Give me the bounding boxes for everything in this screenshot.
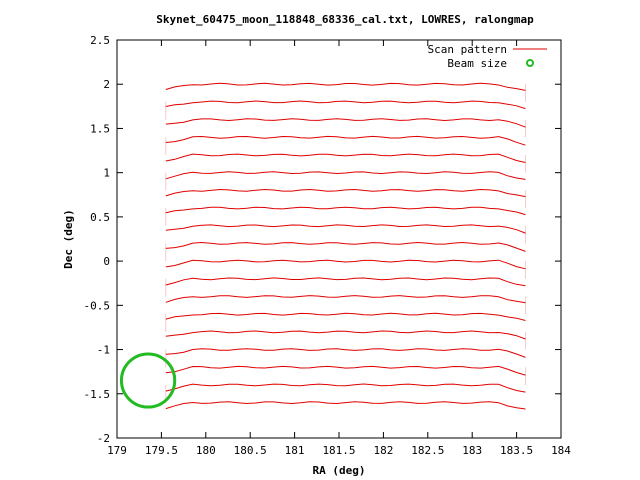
scan-row-line: [165, 312, 526, 321]
y-tick-label: -2: [97, 432, 110, 445]
x-axis-label: RA (deg): [313, 464, 366, 477]
x-tick-label: 180: [196, 444, 216, 457]
scan-row-line: [165, 118, 526, 128]
chart-title: Skynet_60475_moon_118848_68336_cal.txt, …: [156, 13, 534, 26]
scan-row-line: [165, 348, 526, 358]
y-axis-label: Dec (deg): [62, 209, 75, 269]
scan-row-line: [165, 206, 526, 216]
beam-size-series: [119, 352, 177, 409]
scan-row-line: [165, 82, 526, 91]
scan-pattern-series: [165, 82, 526, 410]
x-tick-label: 182: [373, 444, 393, 457]
legend: Scan pattern Beam size: [428, 43, 547, 70]
scan-row-line: [165, 188, 526, 198]
scan-row-line: [165, 277, 526, 287]
plot-frame: [116, 39, 562, 439]
y-tick-label: -1: [97, 344, 110, 357]
scan-row-line: [165, 365, 526, 376]
x-tick-label: 180.5: [234, 444, 267, 457]
scan-row-line: [165, 153, 526, 163]
scan-row-line: [165, 171, 526, 180]
y-tick-label: 0: [103, 255, 110, 268]
x-tick-label: 183: [462, 444, 482, 457]
x-tick-label: 181: [285, 444, 305, 457]
y-tick-label: 0.5: [90, 211, 110, 224]
x-tick-label: 179.5: [145, 444, 178, 457]
y-tick-label: -0.5: [84, 299, 111, 312]
scan-row-line: [165, 295, 526, 304]
scan-row-line: [165, 224, 526, 234]
y-tick-label: 1: [103, 167, 110, 180]
scan-row-line: [165, 259, 526, 270]
scan-row-line: [165, 401, 526, 410]
legend-label-beam: Beam size: [447, 57, 507, 70]
scan-row-line: [165, 100, 526, 110]
beam-size-circle: [119, 352, 177, 409]
scan-row-line: [165, 330, 526, 340]
x-tick-label: 184: [551, 444, 571, 457]
scan-row-line: [165, 383, 526, 393]
y-tick-label: 2: [103, 78, 110, 91]
y-tick-label: 2.5: [90, 34, 110, 47]
x-tick-label: 181.5: [322, 444, 355, 457]
legend-label-scan: Scan pattern: [428, 43, 507, 56]
y-tick-label: -1.5: [84, 388, 111, 401]
scan-row-line: [165, 135, 526, 146]
x-tick-label: 183.5: [500, 444, 533, 457]
y-tick-label: 1.5: [90, 122, 110, 135]
x-tick-label: 179: [107, 444, 127, 457]
legend-swatch-beam: [526, 59, 534, 67]
scan-row-line: [165, 241, 526, 252]
x-tick-label: 182.5: [411, 444, 444, 457]
